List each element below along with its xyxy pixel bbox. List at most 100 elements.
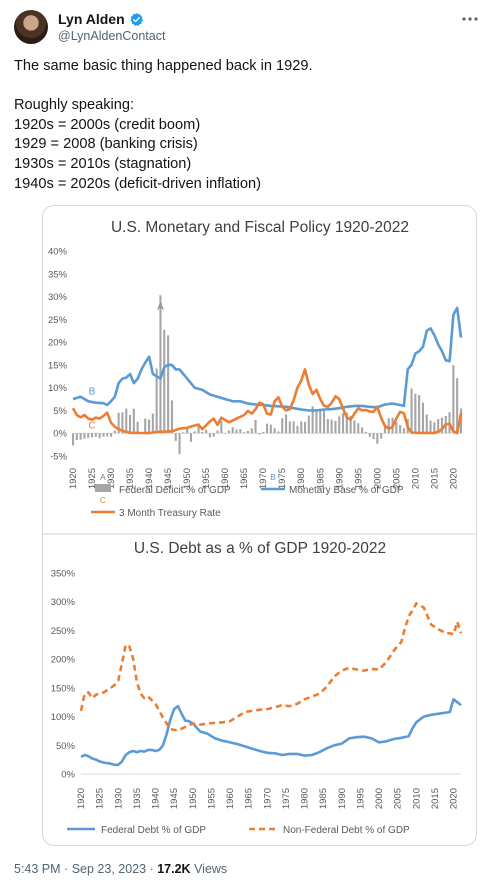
avatar[interactable] — [14, 10, 48, 44]
deficit-bar — [440, 417, 443, 434]
x-tick-label: 1980 — [300, 788, 311, 809]
deficit-bar — [425, 414, 428, 434]
deficit-bar — [129, 415, 132, 434]
treasury-rate-line — [71, 368, 463, 435]
deficit-bar — [110, 433, 113, 437]
deficit-bar — [182, 432, 185, 434]
x-tick-label: 1965 — [239, 468, 250, 489]
tweet-media[interactable]: U.S. Monetary and Fiscal Policy 1920-202… — [42, 205, 477, 846]
deficit-bar — [75, 433, 78, 440]
deficit-bar — [201, 431, 204, 434]
deficit-bar — [368, 433, 371, 437]
footer-separator: · — [149, 862, 154, 876]
deficit-bar — [220, 421, 223, 434]
x-tick-label: 1985 — [318, 788, 329, 809]
tweet-header: Lyn Alden @LynAldenContact — [14, 10, 482, 46]
deficit-bar — [387, 418, 390, 434]
y-tick-label: 40% — [48, 247, 68, 258]
deficit-bar — [307, 415, 310, 434]
deficit-bar — [144, 418, 147, 434]
deficit-bar — [224, 433, 227, 434]
x-tick-label: 1920 — [76, 788, 87, 809]
y-tick-label: 50% — [56, 741, 76, 752]
deficit-bar — [151, 413, 154, 434]
tweet-text: The same basic thing happened back in 19… — [14, 58, 313, 192]
x-tick-label: 2010 — [410, 468, 421, 489]
x-tick-label: 1995 — [353, 468, 364, 489]
chart-title: U.S. Debt as a % of GDP 1920-2022 — [134, 540, 386, 557]
deficit-bar — [395, 421, 398, 434]
deficit-bar — [311, 406, 314, 434]
x-tick-label: 1980 — [296, 468, 307, 489]
x-tick-label: 1930 — [106, 468, 117, 489]
deficit-bar — [345, 412, 348, 434]
x-tick-label: 2020 — [449, 788, 460, 809]
deficit-bar — [212, 433, 215, 437]
deficit-bar — [330, 419, 333, 434]
x-tick-label: 1925 — [87, 468, 98, 489]
y-tick-label: 10% — [48, 383, 68, 394]
deficit-bar — [456, 378, 459, 434]
legend-label: Non-Federal Debt % of GDP — [283, 825, 410, 836]
x-tick-label: 1975 — [281, 788, 292, 809]
x-tick-label: 2015 — [429, 468, 440, 489]
deficit-bar — [357, 423, 360, 434]
handle[interactable]: @LynAldenContact — [58, 29, 166, 43]
deficit-bar — [254, 420, 257, 434]
deficit-bar — [87, 433, 90, 438]
deficit-bar — [148, 419, 151, 434]
x-tick-label: 1970 — [262, 788, 273, 809]
deficit-bar — [216, 430, 219, 434]
x-tick-label: 1995 — [355, 788, 366, 809]
x-tick-label: 2020 — [448, 468, 459, 489]
deficit-bar — [452, 365, 455, 434]
deficit-bar — [72, 433, 75, 446]
deficit-bar — [414, 393, 417, 434]
y-tick-label: 30% — [48, 292, 68, 303]
x-tick-label: 1975 — [277, 468, 288, 489]
more-options-icon[interactable] — [460, 12, 480, 26]
deficit-bar — [292, 421, 295, 434]
tweet-date[interactable]: Sep 23, 2023 — [71, 862, 147, 876]
chart-title: U.S. Monetary and Fiscal Policy 1920-202… — [111, 219, 409, 236]
x-tick-label: 1935 — [132, 788, 143, 809]
x-tick-label: 1965 — [244, 788, 255, 809]
deficit-bar — [102, 433, 105, 437]
x-tick-label: 2000 — [372, 468, 383, 489]
display-name[interactable]: Lyn Alden — [58, 11, 125, 27]
deficit-bar — [113, 430, 116, 434]
x-tick-label: 2005 — [393, 788, 404, 809]
deficit-bar — [170, 400, 173, 434]
deficit-bar — [205, 429, 208, 434]
legend-marker-label: B — [270, 472, 276, 482]
deficit-bar — [437, 419, 440, 434]
deficit-bar — [258, 433, 261, 435]
y-tick-label: 0% — [53, 429, 67, 440]
x-tick-label: 1985 — [315, 468, 326, 489]
x-tick-label: 1930 — [113, 788, 124, 809]
x-tick-label: 1925 — [95, 788, 106, 809]
deficit-bar — [372, 433, 375, 440]
deficit-bar — [460, 408, 463, 434]
legend-marker-label: C — [100, 495, 106, 505]
tweet-time[interactable]: 5:43 PM — [14, 862, 61, 876]
annotation-label: A — [157, 302, 164, 313]
annotation-label: B — [89, 387, 96, 398]
deficit-bar — [273, 428, 276, 434]
verified-badge-icon — [130, 12, 143, 26]
x-tick-label: 1940 — [144, 468, 155, 489]
deficit-bar — [269, 424, 272, 434]
y-tick-label: -5% — [50, 452, 67, 463]
deficit-bar — [136, 421, 139, 434]
x-tick-label: 1945 — [163, 468, 174, 489]
y-tick-label: 35% — [48, 269, 68, 280]
charts-image: U.S. Monetary and Fiscal Policy 1920-202… — [43, 219, 476, 836]
deficit-bar — [208, 433, 211, 438]
y-tick-label: 350% — [51, 569, 76, 580]
deficit-bar — [243, 432, 246, 434]
x-tick-label: 1955 — [206, 788, 217, 809]
legend-label: Federal Debt % of GDP — [101, 825, 206, 836]
deficit-bar — [383, 426, 386, 434]
x-tick-label: 2000 — [374, 788, 385, 809]
x-tick-label: 1960 — [225, 788, 236, 809]
